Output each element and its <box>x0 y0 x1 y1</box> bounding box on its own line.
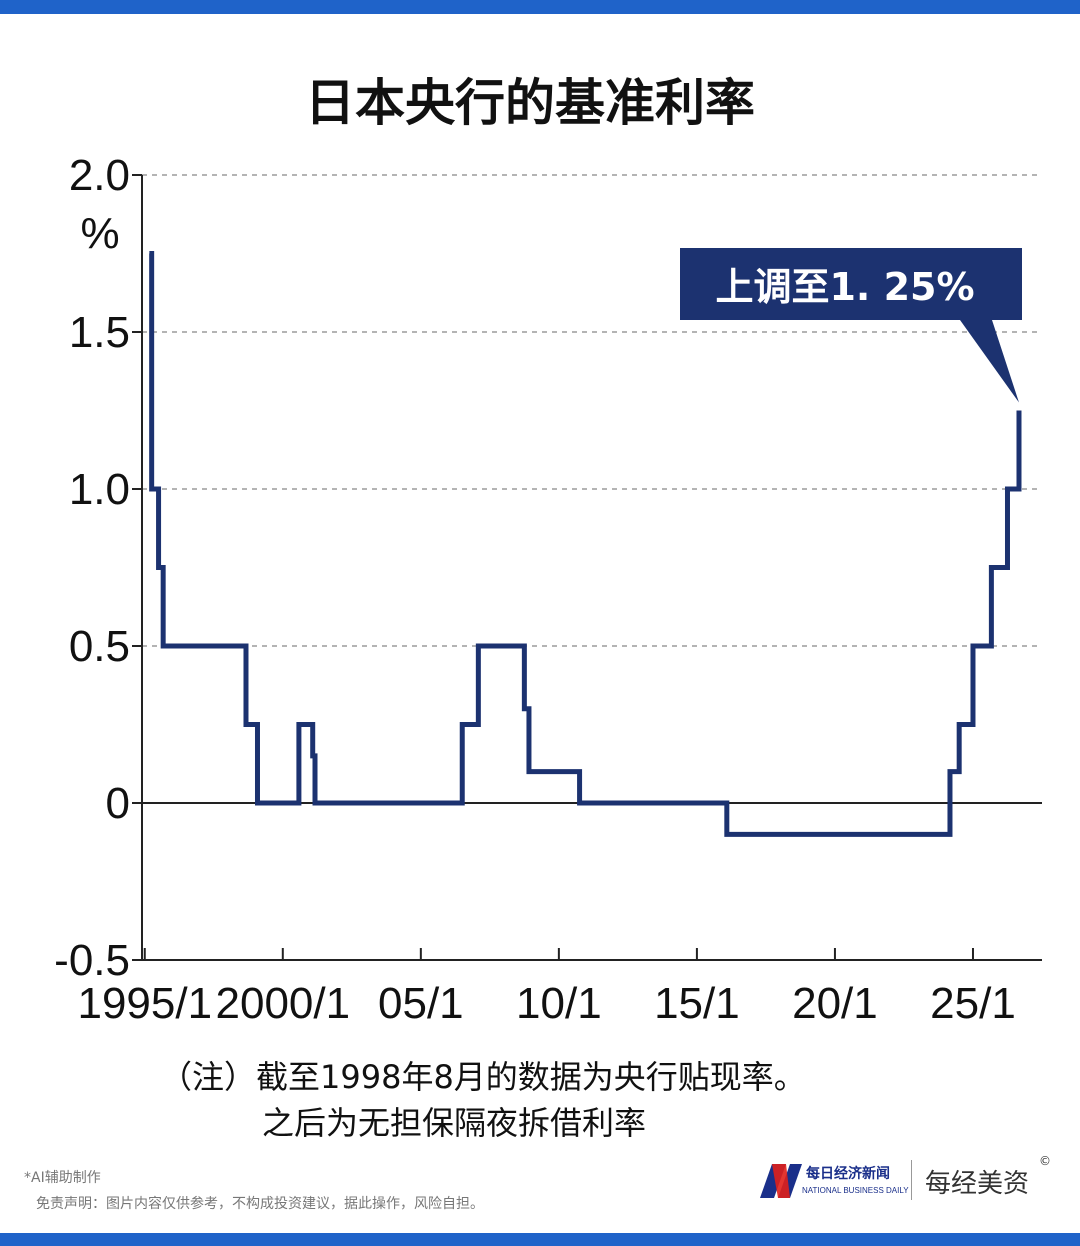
x-tick-label-4: 15/1 <box>654 979 740 1028</box>
y-unit-label: % <box>80 209 119 258</box>
brand-subname: 每经美资 <box>925 1169 1030 1199</box>
rate-step-line <box>149 251 1022 837</box>
annotation-box <box>680 248 1022 320</box>
top-accent-bar <box>0 0 1080 14</box>
rate-chart: 日本央行的基准利率 2.0 1.5 1.0 0.5 0 -0.5 % 1995/1 2000… <box>54 74 1042 1028</box>
footnote-line-1: （注）截至1998年8月的数据为央行贴现率。 <box>160 1058 806 1096</box>
x-tick-label-3: 10/1 <box>516 979 602 1028</box>
bottom-accent-bar <box>0 1233 1080 1246</box>
brand-name-cn: 每日经济新闻 <box>806 1166 890 1182</box>
ai-note: *AI辅助制作 <box>24 1170 101 1186</box>
disclaimer: 免责声明：图片内容仅供参考，不构成投资建议，据此操作，风险自担。 <box>36 1196 484 1212</box>
x-tick-label-5: 20/1 <box>792 979 878 1028</box>
annotation-label: 上调至1. 25% <box>715 265 974 309</box>
x-axis-ticks: 1995/1 2000/1 05/1 10/1 15/1 20/1 25/1 <box>77 948 1016 1028</box>
x-tick-label-1: 2000/1 <box>216 979 351 1028</box>
x-tick-label-2: 05/1 <box>378 979 464 1028</box>
chart-grid <box>142 174 1042 647</box>
y-tick-label-2: 1.0 <box>69 465 130 514</box>
rate-annotation: 上调至1. 25% <box>680 248 1022 403</box>
rate-series <box>149 251 1022 837</box>
brand-name-en: NATIONAL BUSINESS DAILY <box>802 1186 909 1195</box>
y-axis-ticks: 2.0 1.5 1.0 0.5 0 -0.5 <box>54 151 142 985</box>
chart-title: 日本央行的基准利率 <box>305 74 755 132</box>
x-tick-label-0: 1995/1 <box>77 979 212 1028</box>
nbd-logo-icon <box>760 1164 802 1198</box>
copyright-mark: © <box>1039 1154 1051 1168</box>
y-tick-label-5: -0.5 <box>54 936 130 985</box>
y-tick-label-0: 2.0 <box>69 151 130 200</box>
annotation-pointer <box>960 320 1019 403</box>
y-tick-label-1: 1.5 <box>69 308 130 357</box>
x-tick-label-6: 25/1 <box>930 979 1016 1028</box>
brand-separator <box>911 1160 912 1200</box>
footnote-line-2: 之后为无担保隔夜拆借利率 <box>262 1104 647 1142</box>
y-tick-label-3: 0.5 <box>69 622 130 671</box>
y-tick-label-4: 0 <box>106 779 130 828</box>
